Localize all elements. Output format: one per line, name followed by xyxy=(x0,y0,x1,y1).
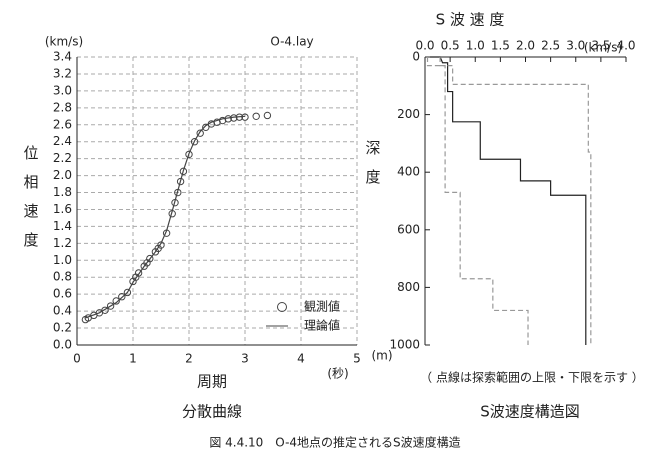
y-tick-label: 0.2 xyxy=(53,321,72,335)
data-point xyxy=(106,302,115,310)
y-tick-label: 3.0 xyxy=(53,83,72,97)
data-point xyxy=(112,297,120,305)
y-tick-label: 1.8 xyxy=(53,185,72,199)
y-tick-label: 2.6 xyxy=(53,117,72,131)
y-label: 位相速度 xyxy=(22,145,40,261)
chart-title: S波速度構造図 xyxy=(480,403,580,421)
data-point xyxy=(179,167,188,176)
legend-symbol xyxy=(277,302,287,312)
data-point xyxy=(263,111,272,120)
x-tick-label: 0.0 xyxy=(415,39,434,53)
data-point xyxy=(176,177,185,186)
data-point xyxy=(123,288,132,297)
y-tick-label: 1000 xyxy=(389,338,420,352)
x-label: S 波 速 度 xyxy=(436,11,505,29)
x-tick-label: 5 xyxy=(353,352,361,366)
x-tick-label: 0.5 xyxy=(441,39,460,53)
y-tick-label: 3.4 xyxy=(53,50,72,64)
x-tick-label: 1.5 xyxy=(491,39,510,53)
y-tick-label: 2.2 xyxy=(53,151,72,165)
data-point xyxy=(146,254,154,263)
x-tick-label: 2.5 xyxy=(541,39,560,53)
x-unit: (秒) xyxy=(327,367,348,381)
y-unit: (m) xyxy=(371,349,392,363)
y-tick-label: 1.0 xyxy=(53,253,72,267)
data-point xyxy=(190,138,199,146)
x-tick-label: 2 xyxy=(185,352,193,366)
x-label: 周期 xyxy=(197,373,227,391)
y-tick-label: 800 xyxy=(397,280,420,294)
x-tick-label: 3 xyxy=(241,352,249,366)
x-tick-label: 3.0 xyxy=(566,39,585,53)
data-point xyxy=(101,306,109,314)
data-point xyxy=(241,113,249,121)
data-point xyxy=(134,269,143,277)
x-unit: (km/s) xyxy=(584,41,622,55)
data-point xyxy=(185,150,193,159)
y-tick-label: 0.4 xyxy=(53,304,72,318)
data-point xyxy=(196,129,204,137)
series-line xyxy=(85,115,246,319)
x-tick-label: 4 xyxy=(297,352,305,366)
data-point xyxy=(252,112,260,120)
y-tick-label: 0.8 xyxy=(53,270,72,284)
x-tick-label: 0 xyxy=(73,352,81,366)
y-tick-label: 3.2 xyxy=(53,66,72,80)
x-tick-label: 1 xyxy=(129,352,137,366)
data-point xyxy=(202,123,210,132)
y-tick-label: 2.8 xyxy=(53,100,72,114)
series-line xyxy=(439,57,592,345)
note: （ 点線は探索範囲の上限・下限を示す ） xyxy=(420,370,644,385)
series-line xyxy=(430,56,587,345)
x-tick-label: 3.5 xyxy=(591,39,610,53)
y-tick-label: 600 xyxy=(397,222,420,236)
x-tick-label: 1.0 xyxy=(466,39,485,53)
y-tick-label: 0.0 xyxy=(53,338,72,352)
y-tick-label: 1.4 xyxy=(53,219,72,233)
y-tick-label: 200 xyxy=(397,107,420,121)
y-label: 深度 xyxy=(364,140,382,198)
y-unit: (km/s) xyxy=(45,35,83,49)
y-tick-label: 1.6 xyxy=(53,202,72,216)
y-tick-label: 0.6 xyxy=(53,287,72,301)
legend-label: 理論値 xyxy=(304,318,340,333)
x-tick-label: 2.0 xyxy=(516,39,535,53)
annotation: O-4.lay xyxy=(270,35,313,49)
y-tick-label: 400 xyxy=(397,165,420,179)
y-tick-label: 2.0 xyxy=(53,168,72,182)
chart-title: 分散曲線 xyxy=(182,403,242,421)
x-tick-label: 4.0 xyxy=(616,39,635,53)
y-tick-label: 1.2 xyxy=(53,236,72,250)
y-tick-label: 2.4 xyxy=(53,134,72,148)
data-point xyxy=(157,241,165,249)
y-tick-label: 0 xyxy=(412,50,420,64)
legend-label: 観測値 xyxy=(304,299,340,314)
caption: 図 4.4.10 O-4地点の推定されるS波速度構造 xyxy=(209,435,460,450)
data-point xyxy=(118,293,126,301)
series-line xyxy=(426,57,529,345)
